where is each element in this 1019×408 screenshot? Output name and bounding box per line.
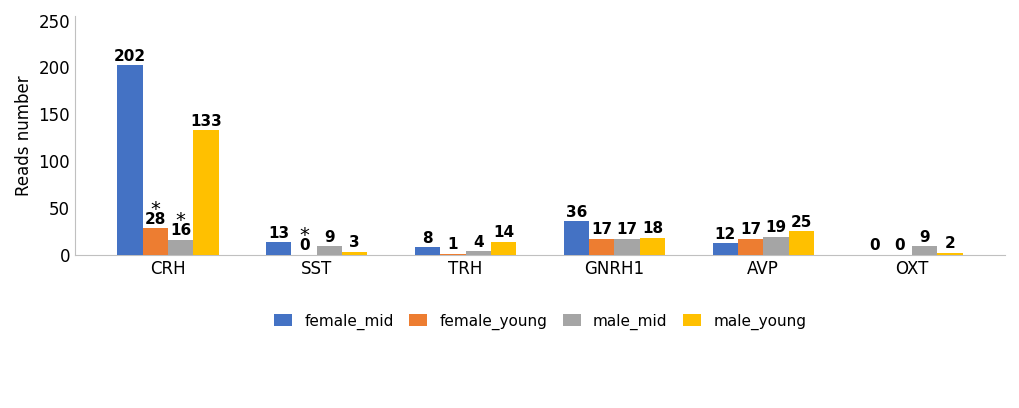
Text: 17: 17: [591, 222, 611, 237]
Text: 28: 28: [145, 212, 166, 227]
Text: *: *: [299, 226, 309, 245]
Legend: female_mid, female_young, male_mid, male_young: female_mid, female_young, male_mid, male…: [267, 307, 812, 336]
Bar: [936, 253, 962, 255]
Text: 1: 1: [447, 237, 458, 252]
Bar: [762, 237, 788, 255]
Bar: [143, 228, 168, 255]
Text: *: *: [175, 211, 185, 230]
Bar: [490, 242, 516, 255]
Text: 9: 9: [918, 230, 929, 245]
Text: 14: 14: [492, 225, 514, 240]
Bar: [168, 239, 193, 255]
Text: 25: 25: [790, 215, 811, 230]
Text: 17: 17: [740, 222, 760, 237]
Bar: [564, 221, 589, 255]
Bar: [911, 246, 936, 255]
Text: 13: 13: [268, 226, 289, 241]
Text: 4: 4: [473, 235, 483, 250]
Bar: [266, 242, 291, 255]
Text: 36: 36: [566, 204, 587, 220]
Bar: [589, 239, 613, 255]
Bar: [341, 252, 367, 255]
Text: 8: 8: [422, 231, 432, 246]
Text: 17: 17: [615, 222, 637, 237]
Text: 3: 3: [350, 235, 360, 251]
Bar: [712, 244, 738, 255]
Text: 18: 18: [641, 222, 662, 236]
Text: 202: 202: [114, 49, 146, 64]
Bar: [465, 251, 490, 255]
Text: 12: 12: [714, 227, 736, 242]
Text: 2: 2: [944, 236, 955, 251]
Text: 0: 0: [299, 238, 309, 253]
Bar: [193, 130, 218, 255]
Bar: [415, 247, 440, 255]
Text: 19: 19: [764, 220, 786, 235]
Text: 133: 133: [190, 114, 221, 129]
Bar: [639, 238, 664, 255]
Bar: [317, 246, 341, 255]
Text: *: *: [150, 200, 160, 219]
Bar: [788, 231, 813, 255]
Text: 16: 16: [170, 223, 191, 238]
Bar: [738, 239, 762, 255]
Text: 0: 0: [868, 238, 878, 253]
Bar: [117, 65, 143, 255]
Y-axis label: Reads number: Reads number: [15, 75, 33, 195]
Bar: [440, 254, 465, 255]
Bar: [613, 239, 639, 255]
Text: 0: 0: [894, 238, 904, 253]
Text: 9: 9: [324, 230, 334, 245]
